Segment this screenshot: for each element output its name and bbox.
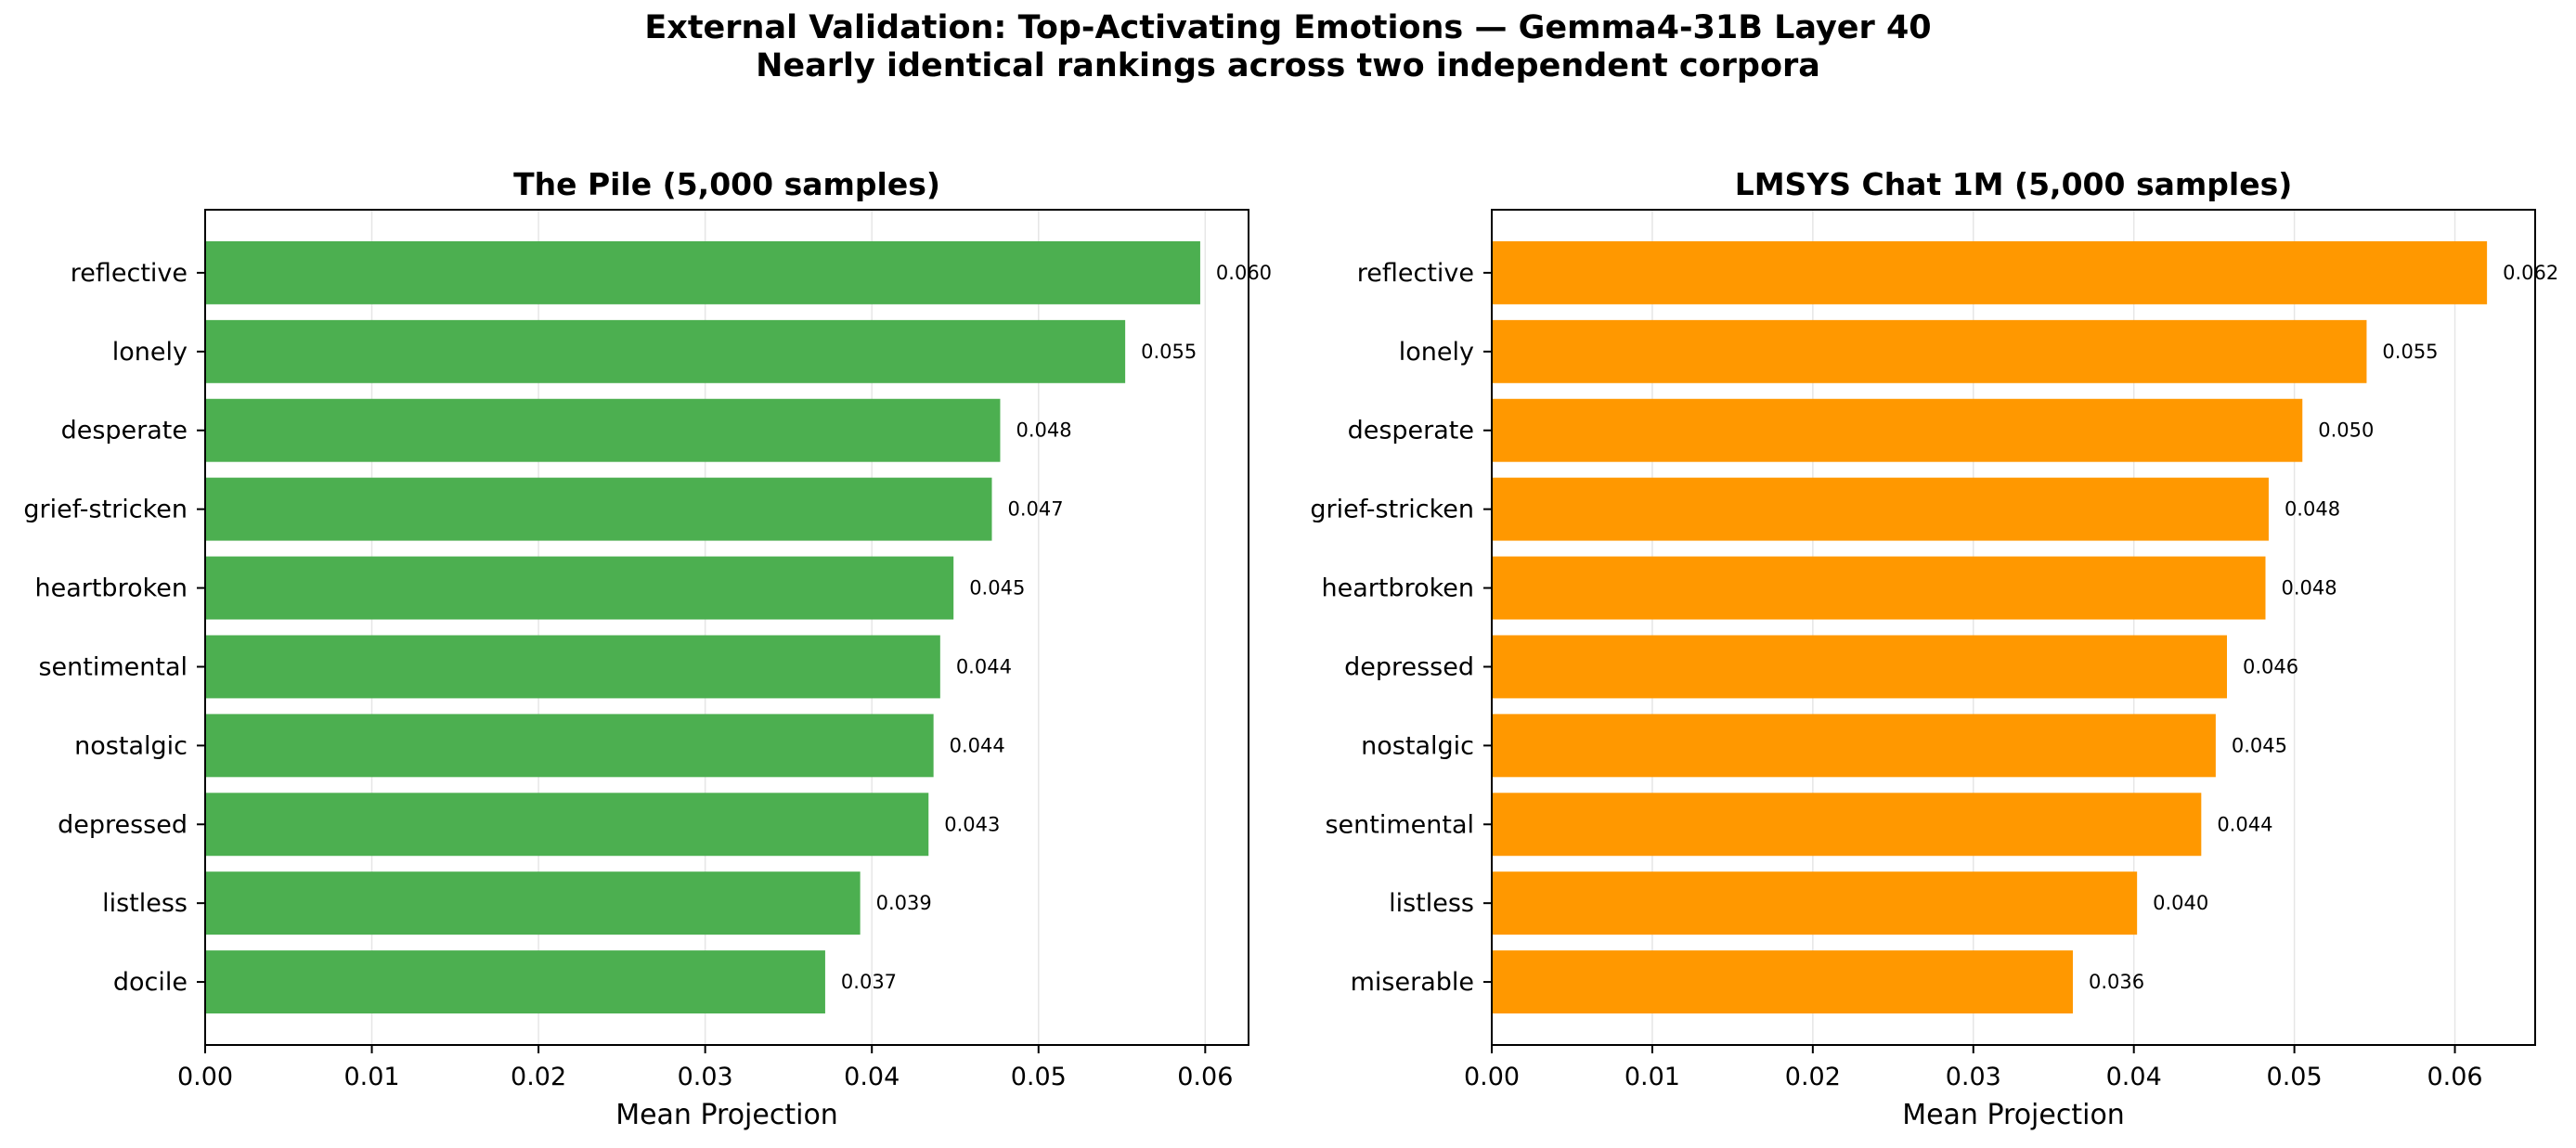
chart-1-value-label: 0.055 [1141, 341, 1197, 363]
chart-2-value-label: 0.062 [2503, 262, 2558, 284]
figure-title: External Validation: Top-Activating Emot… [0, 9, 2576, 85]
chart-1-axes-frame [204, 209, 1249, 1046]
chart-2-bar-grief-stricken [1492, 477, 2269, 541]
chart-2-category-label: listless [1389, 889, 1474, 918]
chart-1-xtick-label: 0.00 [177, 1063, 233, 1091]
chart-1-value-label: 0.047 [1007, 498, 1063, 521]
chart-2-value-label: 0.048 [2281, 577, 2337, 600]
chart-2-xtick-label: 0.01 [1625, 1063, 1680, 1091]
chart-1-category-label: listless [102, 889, 188, 918]
chart-2-bar-reflective [1492, 240, 2488, 304]
chart-2-axes-frame [1491, 209, 2536, 1046]
chart-1-category-label: heartbroken [34, 574, 188, 603]
chart-1-bar-grief-stricken [205, 477, 992, 541]
chart-2-x-axis-label: Mean Projection [1902, 1099, 2125, 1131]
chart-1-value-label: 0.037 [841, 971, 897, 993]
chart-2-category-label: reflective [1357, 259, 1474, 288]
chart-2-xtick-label: 0.02 [1785, 1063, 1841, 1091]
chart-2-bar-sentimental [1492, 793, 2202, 857]
chart-2-xtick-label: 0.04 [2106, 1063, 2162, 1091]
chart-2-value-label: 0.048 [2285, 498, 2340, 521]
chart-1-bar-lonely [205, 319, 1126, 383]
chart-1-category-label: nostalgic [74, 731, 188, 760]
chart-2-bar-listless [1492, 871, 2138, 935]
chart-2-value-label: 0.046 [2243, 655, 2298, 677]
chart-2-category-label: lonely [1399, 338, 1474, 367]
chart-1-xtick-label: 0.05 [1011, 1063, 1067, 1091]
chart-2-bar-depressed [1492, 635, 2227, 699]
chart-1-value-label: 0.048 [1016, 419, 1071, 442]
chart-2-category-label: grief-stricken [1310, 496, 1474, 524]
chart-2-value-label: 0.040 [2153, 892, 2208, 914]
chart-2-value-label: 0.045 [2232, 734, 2287, 756]
chart-1-value-label: 0.045 [969, 577, 1025, 600]
chart-1-value-label: 0.044 [956, 655, 1012, 677]
chart-1-bar-docile [205, 950, 825, 1014]
chart-2-value-label: 0.036 [2089, 971, 2144, 993]
chart-1-xtick-label: 0.01 [343, 1063, 399, 1091]
chart-2-category-label: nostalgic [1361, 731, 1474, 760]
chart-2-bar-miserable [1492, 950, 2073, 1014]
chart-2-xtick-label: 0.03 [1946, 1063, 2001, 1091]
chart-1-value-label: 0.060 [1216, 262, 1272, 284]
chart-1-title: The Pile (5,000 samples) [513, 166, 940, 202]
chart-1-bar-heartbroken [205, 556, 954, 620]
chart-2-value-label: 0.044 [2217, 813, 2272, 835]
chart-1-value-label: 0.043 [944, 813, 1000, 835]
chart-2-xtick-label: 0.05 [2267, 1063, 2323, 1091]
chart-1-bar-desperate [205, 398, 1001, 462]
chart-1-value-label: 0.044 [950, 734, 1005, 756]
chart-1-bar-listless [205, 871, 861, 935]
chart-2-bar-nostalgic [1492, 714, 2216, 778]
chart-2-value-label: 0.055 [2382, 341, 2438, 363]
chart-1-category-label: depressed [58, 810, 188, 839]
chart-1-category-label: grief-stricken [23, 496, 188, 524]
chart-2-category-label: desperate [1348, 417, 1474, 445]
chart-1-bar-reflective [205, 240, 1200, 304]
chart-1-value-label: 0.039 [876, 892, 932, 914]
chart-1-bar-depressed [205, 793, 929, 857]
figure-title-line-1: External Validation: Top-Activating Emot… [644, 9, 1932, 46]
chart-2-bar-lonely [1492, 319, 2367, 383]
chart-2-category-label: sentimental [1325, 810, 1474, 839]
chart-1-bar-sentimental [205, 635, 940, 699]
chart-2-value-label: 0.050 [2318, 419, 2374, 442]
chart-1-category-label: docile [113, 968, 188, 997]
chart-1-xtick-label: 0.03 [678, 1063, 733, 1091]
chart-1-bar-nostalgic [205, 714, 934, 778]
chart-2-category-label: heartbroken [1321, 574, 1474, 603]
chart-1-category-label: reflective [71, 259, 188, 288]
chart-1-xtick-label: 0.04 [844, 1063, 900, 1091]
chart-2-title: LMSYS Chat 1M (5,000 samples) [1735, 166, 2293, 202]
chart-1-xtick-label: 0.06 [1177, 1063, 1233, 1091]
chart-1-xtick-label: 0.02 [511, 1063, 566, 1091]
chart-2-bar-heartbroken [1492, 556, 2266, 620]
chart-1-category-label: lonely [112, 338, 188, 367]
chart-1-category-label: sentimental [38, 652, 188, 681]
chart-2-xtick-label: 0.06 [2427, 1063, 2482, 1091]
chart-2-bar-desperate [1492, 398, 2303, 462]
chart-2-category-label: depressed [1344, 652, 1474, 681]
chart-1-category-label: desperate [61, 417, 188, 445]
chart-1-x-axis-label: Mean Projection [615, 1099, 838, 1131]
figure-title-line-2: Nearly identical rankings across two ind… [756, 47, 1820, 84]
chart-2-category-label: miserable [1351, 968, 1474, 997]
chart-2-xtick-label: 0.00 [1464, 1063, 1520, 1091]
